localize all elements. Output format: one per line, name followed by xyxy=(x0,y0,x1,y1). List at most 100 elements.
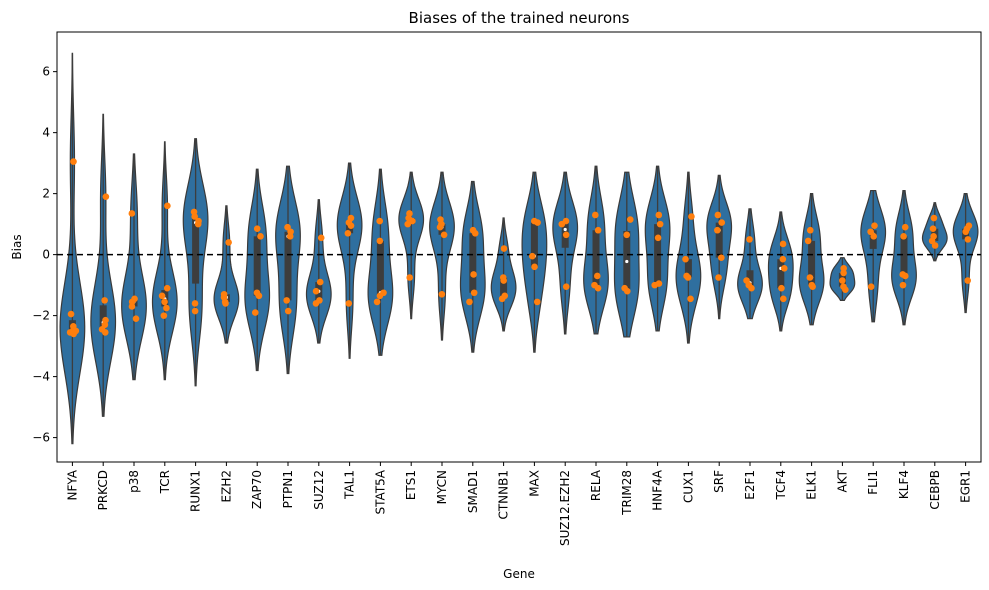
box-MAX xyxy=(530,222,538,267)
data-point xyxy=(809,283,816,290)
plot-frame xyxy=(56,31,982,463)
y-tick-label: 6 xyxy=(42,65,50,79)
data-point xyxy=(160,312,168,319)
data-point xyxy=(284,307,292,315)
x-tick-label: MYCN xyxy=(435,470,449,504)
data-point xyxy=(688,213,695,220)
data-point xyxy=(376,292,384,300)
data-point xyxy=(623,231,631,239)
x-tick-label: SMAD1 xyxy=(466,470,480,513)
data-point xyxy=(714,211,722,219)
data-point xyxy=(312,300,320,307)
data-point xyxy=(470,271,477,278)
data-point xyxy=(842,286,849,294)
data-point xyxy=(558,220,566,228)
data-point xyxy=(376,237,384,245)
x-tick-label: TAL1 xyxy=(343,470,357,500)
chart-title: Biases of the trained neurons xyxy=(409,9,630,27)
data-point xyxy=(66,329,74,336)
data-point xyxy=(687,295,694,303)
data-point xyxy=(780,295,787,303)
data-point xyxy=(101,297,108,304)
y-tick-label: 2 xyxy=(42,187,50,201)
data-point xyxy=(128,303,136,310)
box-TCF4 xyxy=(777,259,785,289)
data-point xyxy=(901,223,909,231)
box-CUX1 xyxy=(684,259,692,278)
data-point xyxy=(161,298,168,306)
data-point xyxy=(286,233,294,240)
data-point xyxy=(591,211,599,219)
data-point xyxy=(779,240,787,248)
data-point xyxy=(931,242,939,249)
x-tick-label: PRKCD xyxy=(96,470,110,510)
box-PTPN1 xyxy=(284,231,292,301)
data-point xyxy=(529,252,536,260)
x-tick-label: KLF4 xyxy=(897,470,911,499)
data-point xyxy=(191,213,198,220)
data-point xyxy=(594,272,601,280)
x-tick-label: EZH2 xyxy=(219,470,233,502)
data-point xyxy=(500,277,507,284)
data-point xyxy=(191,307,199,315)
data-point xyxy=(718,219,726,226)
data-point xyxy=(655,211,663,219)
x-tick-label: NFYA xyxy=(65,469,79,500)
data-point xyxy=(656,220,664,228)
plot-area xyxy=(57,52,981,445)
y-tick-label: 0 xyxy=(42,248,50,262)
data-point xyxy=(870,233,877,240)
data-point xyxy=(440,231,448,239)
median-SUZ12.EZH2 xyxy=(563,227,567,232)
box-KLF4 xyxy=(900,236,908,276)
x-tick-label: CEBPB xyxy=(928,470,942,510)
data-point xyxy=(929,225,937,232)
data-point xyxy=(594,226,602,234)
data-point xyxy=(466,298,473,306)
data-point xyxy=(715,274,722,281)
data-point xyxy=(840,269,847,277)
x-tick-label: MAX xyxy=(527,470,541,497)
data-point xyxy=(594,284,602,292)
box-SMAD1 xyxy=(469,233,477,293)
x-tick-label: STAT5A xyxy=(373,469,387,514)
data-point xyxy=(899,281,907,289)
data-point xyxy=(345,300,353,307)
data-point xyxy=(194,220,202,228)
data-point xyxy=(67,310,75,318)
data-point xyxy=(498,295,506,303)
data-point xyxy=(964,277,971,284)
box-ELK1 xyxy=(808,240,816,286)
data-point xyxy=(344,229,352,237)
data-point xyxy=(746,236,753,243)
data-point xyxy=(806,274,814,281)
data-point xyxy=(964,236,972,243)
data-point xyxy=(562,283,570,290)
y-tick-label: −4 xyxy=(32,370,50,384)
data-point xyxy=(471,229,479,237)
data-point xyxy=(748,284,755,292)
box-STAT5A xyxy=(376,240,384,296)
data-point xyxy=(871,222,878,229)
data-point xyxy=(404,220,412,228)
box-HNF4A xyxy=(654,224,662,284)
x-tick-label: RELA xyxy=(589,469,603,501)
data-point xyxy=(164,202,171,210)
data-point xyxy=(682,255,689,263)
box-ZAP70 xyxy=(253,236,261,296)
data-point xyxy=(102,193,110,200)
data-point xyxy=(626,216,634,223)
y-tick-label: −6 xyxy=(32,431,50,445)
x-tick-label: EGR1 xyxy=(959,470,973,503)
x-tick-label: p38 xyxy=(127,470,141,493)
data-point xyxy=(436,223,444,231)
data-point xyxy=(283,297,290,304)
x-tick-label: TCR xyxy=(158,470,172,494)
data-point xyxy=(654,234,662,242)
data-point xyxy=(438,290,446,298)
box-RELA xyxy=(592,230,600,286)
data-point xyxy=(316,278,324,286)
x-tick-label: SRF xyxy=(712,470,726,493)
data-point xyxy=(132,315,140,322)
box-SRF xyxy=(715,222,723,258)
